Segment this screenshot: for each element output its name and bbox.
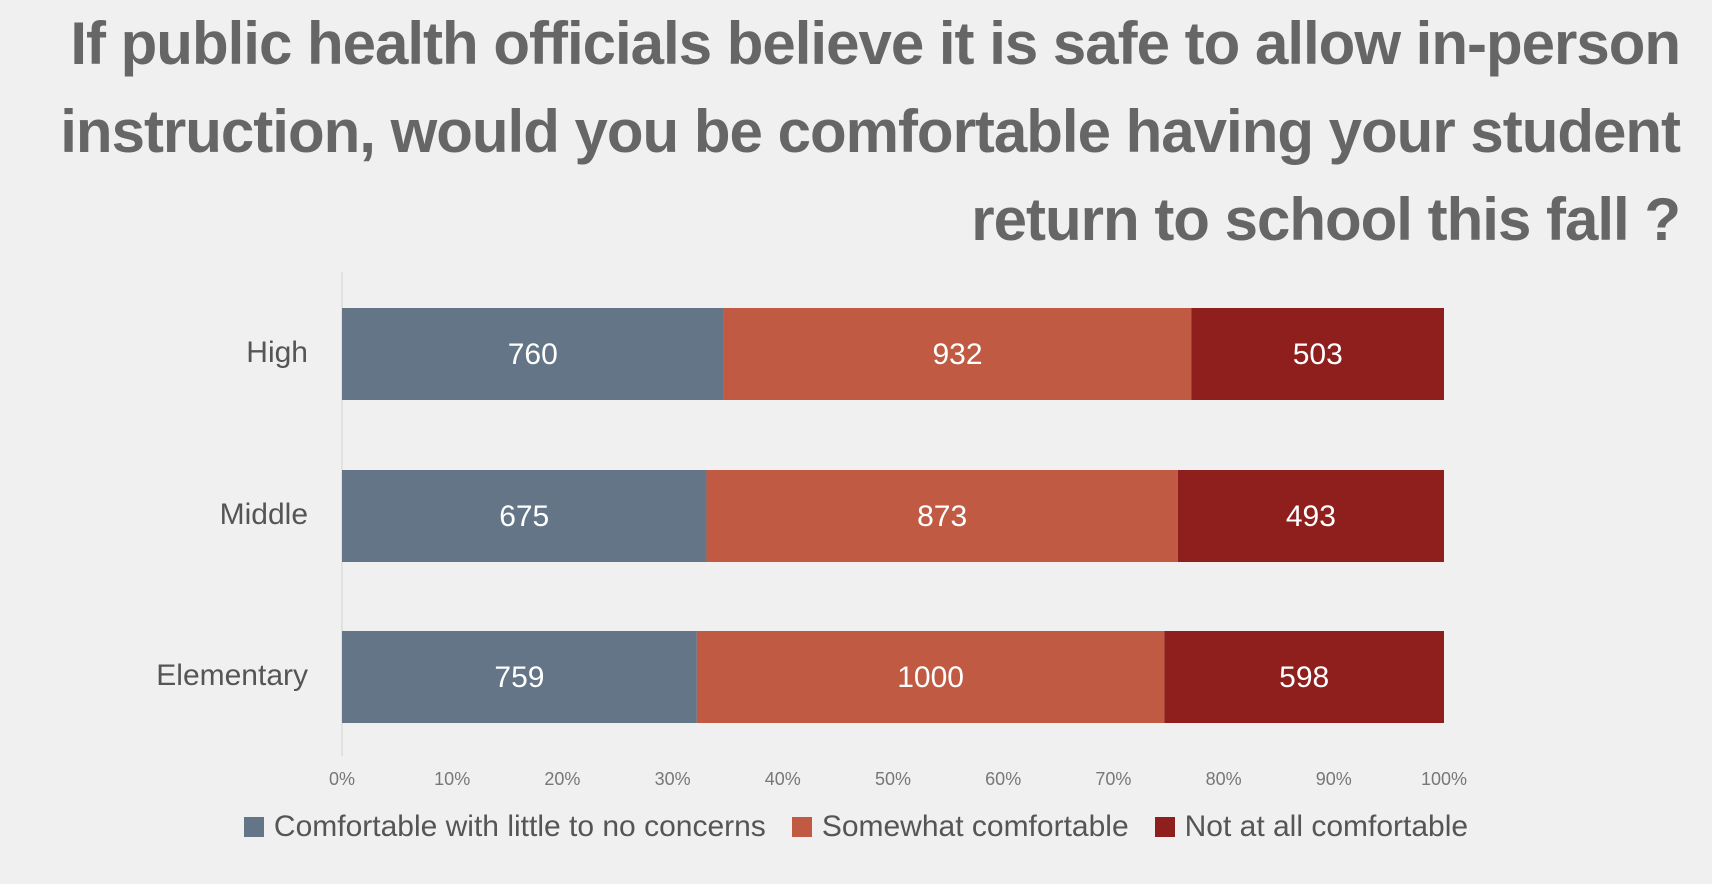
bar-segment <box>1191 308 1444 400</box>
legend-item: Comfortable with little to no concerns <box>243 810 766 844</box>
category-label: Middle <box>220 498 308 531</box>
bar-segment <box>723 308 1192 400</box>
legend-label: Comfortable with little to no concerns <box>273 810 766 843</box>
x-tick-label: 50% <box>875 769 911 789</box>
x-tick-label: 0% <box>329 769 355 789</box>
legend-swatch <box>1154 817 1175 837</box>
x-tick-label: 20% <box>544 769 580 789</box>
bar-segment <box>342 631 697 723</box>
data-label: 932 <box>932 338 982 371</box>
data-label: 1000 <box>897 661 964 694</box>
bar-segment <box>706 470 1178 562</box>
x-tick-label: 80% <box>1206 769 1242 789</box>
legend-swatch <box>243 817 264 837</box>
data-label: 873 <box>917 500 967 533</box>
data-label: 598 <box>1279 661 1329 694</box>
category-label: High <box>246 336 308 369</box>
chart-title: If public health officials believe it is… <box>60 10 1681 253</box>
data-label: 675 <box>499 500 549 533</box>
category-label: Elementary <box>156 659 308 692</box>
bar-segment <box>696 631 1165 723</box>
bar-segment <box>342 470 707 562</box>
data-label: 493 <box>1286 500 1336 533</box>
x-tick-label: 90% <box>1316 769 1352 789</box>
x-tick-label: 70% <box>1095 769 1131 789</box>
x-tick-label: 40% <box>765 769 801 789</box>
legend-label: Somewhat comfortable <box>821 810 1129 843</box>
legend: Comfortable with little to no concerns So… <box>0 810 1712 844</box>
x-tick-label: 10% <box>434 769 470 789</box>
legend-item: Not at all comfortable <box>1154 810 1469 844</box>
data-label: 759 <box>494 661 544 694</box>
legend-label: Not at all comfortable <box>1184 810 1469 843</box>
x-tick-label: 100% <box>1421 769 1467 789</box>
data-label: 503 <box>1293 338 1343 371</box>
legend-swatch <box>791 817 812 837</box>
bar-segment <box>342 308 724 400</box>
x-tick-label: 30% <box>655 769 691 789</box>
x-tick-label: 60% <box>985 769 1021 789</box>
bar-segment <box>1177 470 1444 562</box>
legend-item: Somewhat comfortable <box>791 810 1129 844</box>
bar-segment <box>1164 631 1444 723</box>
data-label: 760 <box>508 338 558 371</box>
